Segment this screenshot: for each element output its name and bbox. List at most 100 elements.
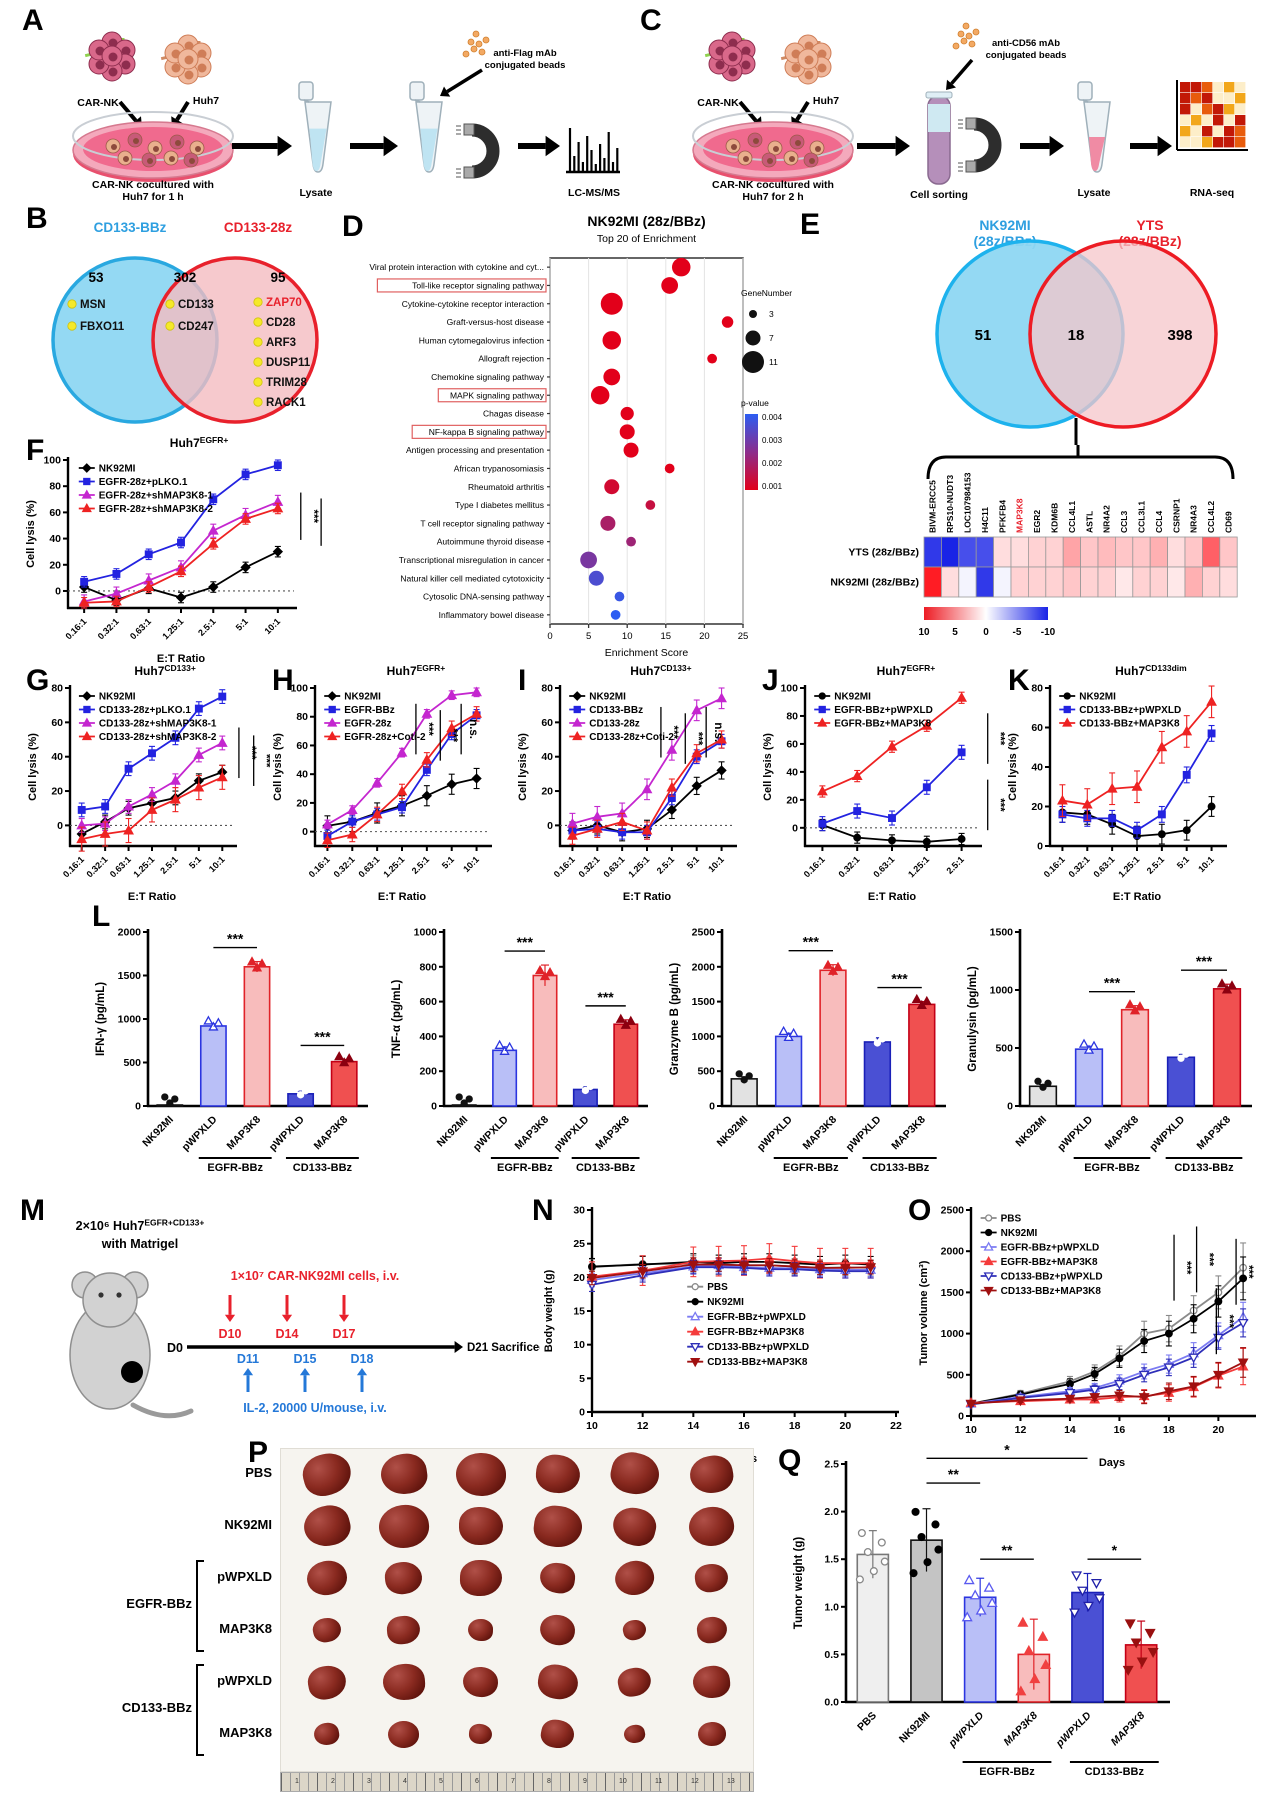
svg-text:18: 18	[1068, 327, 1085, 344]
svg-text:40: 40	[49, 533, 61, 545]
svg-text:GeneNumber: GeneNumber	[741, 288, 792, 298]
tumor-photo-background	[280, 1448, 754, 1772]
svg-text:***: ***	[422, 722, 434, 736]
svg-text:NK92MI (28z/BBz): NK92MI (28z/BBz)	[587, 213, 705, 229]
svg-text:1500: 1500	[118, 970, 142, 982]
svg-text:IFN-γ (pg/mL): IFN-γ (pg/mL)	[95, 982, 107, 1056]
svg-text:EGFR-28z+shMAP3K8-1: EGFR-28z+shMAP3K8-1	[99, 491, 214, 502]
svg-text:D18: D18	[351, 1352, 374, 1366]
svg-text:1.25:1: 1.25:1	[1116, 854, 1141, 879]
tumor-row-label: PBS	[245, 1465, 272, 1480]
svg-text:22: 22	[890, 1420, 902, 1432]
svg-text:EGFR-28z+pLKO.1: EGFR-28z+pLKO.1	[99, 477, 188, 488]
panel-e-venn: NK92MI (28z/BBz) YTS (28z/BBz) 51 18 398	[820, 212, 1269, 445]
tumor-row-label: MAP3K8	[219, 1621, 272, 1636]
svg-text:***: ***	[1104, 975, 1121, 991]
tumor-row-label: pWPXLD	[217, 1569, 272, 1584]
ruler: 1 2 3 4 5 6 7 8 9 10 11 12 13	[280, 1772, 754, 1792]
svg-text:pWPXLD: pWPXLD	[552, 1113, 592, 1153]
svg-text:ASTL: ASTL	[1084, 511, 1094, 533]
tumor-photo	[455, 1452, 506, 1496]
panel-l-granzymeb-bar-chart: 0 500 1000 1500 2000 2500 Granzyme B (pg/mL) NK…	[664, 910, 956, 1198]
svg-text:EGFR-BBz: EGFR-BBz	[783, 1162, 839, 1174]
panel-o-label: O	[908, 1194, 932, 1227]
svg-text:***: ***	[245, 746, 257, 760]
svg-text:NK92MI: NK92MI	[715, 1114, 751, 1150]
svg-text:0.16:1: 0.16:1	[63, 616, 88, 641]
svg-text:BIVM-ERCC5: BIVM-ERCC5	[928, 480, 938, 533]
svg-text:1×10⁷ CAR-NK92MI cells, i.v.: 1×10⁷ CAR-NK92MI cells, i.v.	[231, 1269, 400, 1283]
svg-text:10:1: 10:1	[207, 854, 227, 874]
svg-text:NK92MI: NK92MI	[435, 1114, 471, 1150]
svg-text:***: ***	[1180, 1261, 1192, 1275]
svg-text:***: ***	[1222, 1315, 1234, 1329]
svg-text:-5: -5	[1013, 627, 1022, 638]
svg-text:0: 0	[302, 826, 308, 838]
svg-text:EGFR-BBz: EGFR-BBz	[207, 1162, 263, 1174]
svg-text:*: *	[1112, 1542, 1118, 1558]
svg-text:2.5:1: 2.5:1	[655, 854, 677, 876]
svg-text:ZAP70: ZAP70	[266, 297, 302, 309]
svg-text:0.63:1: 0.63:1	[356, 854, 381, 879]
panel-h-label: H	[272, 664, 294, 697]
tumor-photo	[467, 1618, 494, 1642]
panel-g-label: G	[26, 664, 50, 697]
panel-b-venn: CD133-BBz CD133-28z 53 302 95 MSN FBXO11 CD133 C…	[30, 216, 360, 434]
svg-text:NK92MI: NK92MI	[1001, 1228, 1038, 1239]
svg-text:2000: 2000	[692, 961, 716, 973]
panel-i-label: I	[518, 664, 527, 697]
panel-d-label: D	[342, 210, 364, 243]
svg-text:E:T Ratio: E:T Ratio	[157, 653, 206, 665]
svg-text:Tumor volume (cm³): Tumor volume (cm³)	[918, 1260, 930, 1365]
svg-text:20: 20	[699, 631, 710, 642]
svg-text:500: 500	[123, 1057, 141, 1069]
svg-text:1500: 1500	[692, 996, 716, 1008]
svg-text:EGFR-BBz+MAP3K8: EGFR-BBz+MAP3K8	[834, 719, 931, 730]
svg-text:DUSP11: DUSP11	[266, 357, 311, 369]
svg-text:D14: D14	[276, 1327, 299, 1341]
svg-text:1.25:1: 1.25:1	[131, 854, 156, 879]
svg-text:RNA-seq: RNA-seq	[1190, 187, 1234, 199]
panel-q-tumorweight-chart: 0.0 0.5 1.0 1.5 2.0 2.5 Tumor weight (g) PBS NK9…	[788, 1441, 1180, 1800]
svg-text:Huh7EGFR+: Huh7EGFR+	[877, 664, 936, 678]
svg-text:CCL3: CCL3	[1119, 511, 1129, 533]
svg-text:CCL4L1: CCL4L1	[1067, 501, 1077, 533]
svg-text:2000: 2000	[941, 1246, 965, 1258]
panel-k-lysis-chart: 0 20 40 60 80 0.16:1 0.32:1 0.63:1 1.25:1 2.5:1 5:…	[1004, 663, 1250, 904]
svg-text:14: 14	[687, 1420, 699, 1432]
svg-text:0: 0	[709, 1101, 715, 1113]
svg-text:NK92MI: NK92MI	[140, 1114, 176, 1150]
svg-text:CD133-28z+Coti-2: CD133-28z+Coti-2	[589, 732, 674, 743]
svg-text:16: 16	[1114, 1424, 1126, 1436]
svg-text:200: 200	[419, 1066, 437, 1078]
svg-text:Cell lysis (%): Cell lysis (%)	[27, 733, 39, 801]
svg-text:TNF-α (pg/mL): TNF-α (pg/mL)	[391, 980, 403, 1059]
panel-p-tumor-photos: PBS NK92MI pWPXLD MAP3K8 pWPXLD MAP3K8 EGFR-BB…	[122, 1438, 775, 1800]
svg-text:20: 20	[1213, 1424, 1225, 1436]
svg-text:Type I diabetes mellitus: Type I diabetes mellitus	[455, 500, 544, 510]
svg-text:**: **	[1002, 1542, 1013, 1558]
svg-text:80: 80	[296, 711, 308, 723]
svg-text:Huh7: Huh7	[813, 95, 839, 107]
svg-text:0.16:1: 0.16:1	[552, 854, 577, 879]
svg-text:1.25:1: 1.25:1	[381, 854, 406, 879]
svg-text:5: 5	[952, 627, 958, 638]
svg-text:NK92MI: NK92MI	[707, 1297, 744, 1308]
svg-text:Cell lysis (%): Cell lysis (%)	[517, 733, 529, 801]
svg-text:CAR-NK cocultured with: CAR-NK cocultured with	[712, 179, 834, 191]
svg-text:RACK1: RACK1	[266, 397, 306, 409]
svg-text:CD133-BBz: CD133-BBz	[94, 220, 167, 235]
svg-text:Rheumatoid arthritis: Rheumatoid arthritis	[468, 482, 544, 492]
svg-text:Transcriptional misregulation: Transcriptional misregulation in cancer	[399, 555, 544, 565]
panel-n-bodyweight-chart: 0 5 10 15 20 25 30 10 12 14 16 18 20 22 Body weight (g…	[540, 1198, 912, 1466]
svg-text:EGFR-28z+Coti-2: EGFR-28z+Coti-2	[344, 732, 426, 743]
svg-text:20: 20	[839, 1420, 851, 1432]
svg-text:CD133-BBz+MAP3K8: CD133-BBz+MAP3K8	[707, 1357, 808, 1368]
svg-text:2×10⁶ Huh7EGFR+CD133+: 2×10⁶ Huh7EGFR+CD133+	[76, 1218, 205, 1234]
svg-text:Body weight (g): Body weight (g)	[543, 1269, 555, 1352]
svg-text:n.s.: n.s.	[712, 722, 724, 742]
svg-text:Cell lysis (%): Cell lysis (%)	[1007, 733, 1019, 801]
svg-text:80: 80	[1031, 683, 1043, 695]
svg-text:PFKFB4: PFKFB4	[997, 500, 1007, 533]
svg-text:0.63:1: 0.63:1	[1091, 854, 1116, 879]
